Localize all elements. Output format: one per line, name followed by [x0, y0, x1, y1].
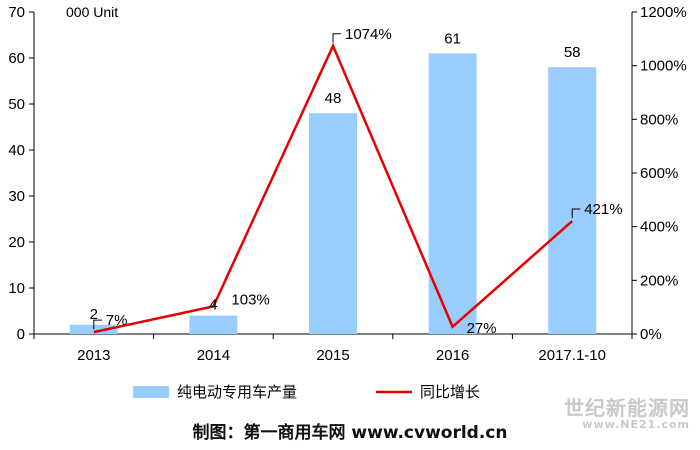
bar-data-label: 4 [209, 297, 217, 314]
bar-data-label: 2 [90, 306, 98, 323]
left-tick-label: 50 [8, 96, 25, 113]
left-tick-label: 70 [8, 4, 25, 21]
left-tick-label: 60 [8, 50, 25, 67]
bar [428, 53, 477, 335]
legend-label-bar: 纯电动专用车产量 [177, 383, 297, 401]
right-tick-label: 200% [640, 272, 678, 289]
bar-data-label: 58 [564, 44, 581, 61]
bar-data-label: 48 [325, 90, 342, 107]
legend-swatch-bar [133, 386, 169, 398]
bar [309, 113, 357, 334]
bar-series [69, 53, 597, 335]
legend-label-line: 同比增长 [420, 383, 480, 401]
line-series [93, 42, 574, 334]
bar-data-label: 61 [444, 30, 461, 47]
chart-credit: 制图：第一商用车网 www.cvworld.cn [192, 423, 508, 443]
right-tick-label: 800% [640, 111, 678, 128]
watermark-title: 世纪新能源网 [564, 396, 690, 420]
bar [69, 324, 118, 334]
x-tick-label: 2015 [316, 347, 349, 364]
line-data-label: 7% [106, 312, 128, 329]
bar [189, 315, 238, 334]
line-data-label: 27% [467, 320, 497, 337]
growth-line [93, 42, 574, 334]
line-label-leader [93, 319, 102, 330]
data-labels: 2 4 48 61 58 7% 103% 1074% 27% 421% [90, 26, 623, 337]
right-tick-label: 600% [640, 165, 678, 182]
left-tick-label: 10 [8, 280, 25, 297]
line-data-label: 1074% [345, 26, 392, 43]
unit-label: 000 Unit [66, 4, 118, 20]
right-tick-label: 0% [640, 326, 662, 343]
legend: 纯电动专用车产量 同比增长 [133, 383, 480, 401]
x-tick-label: 2014 [197, 347, 230, 364]
x-tick-label: 2017.1-10 [538, 347, 606, 364]
left-tick-label: 30 [8, 188, 25, 205]
right-tick-label: 1200% [640, 4, 687, 21]
line-data-label: 103% [231, 291, 269, 308]
right-tick-label: 400% [640, 219, 678, 236]
axes: 0 10 20 30 40 50 60 70 0% 200% 400% 600% 800% 1000% 12… [8, 4, 686, 364]
right-tick-label: 1000% [640, 58, 687, 75]
x-tick-label: 2016 [436, 347, 469, 364]
watermark-url: www.NE21.com [582, 418, 690, 431]
bar [548, 67, 597, 334]
x-tick-label: 2013 [77, 347, 110, 364]
line-label-leader [332, 33, 341, 43]
left-tick-label: 40 [8, 142, 25, 159]
line-label-leader [571, 208, 581, 219]
line-data-label: 421% [584, 201, 622, 218]
watermark-logo: 世纪新能源网 www.NE21.com [564, 398, 690, 431]
left-tick-label: 20 [8, 234, 25, 251]
left-tick-label: 0 [17, 326, 25, 343]
